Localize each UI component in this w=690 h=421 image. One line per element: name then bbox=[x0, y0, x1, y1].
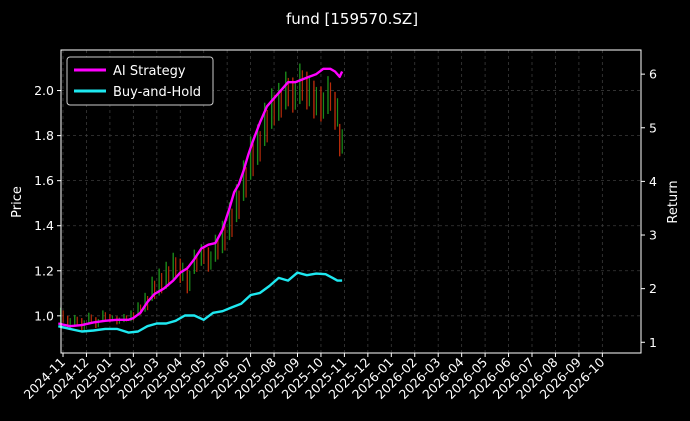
y-tick-label: 2.0 bbox=[34, 83, 54, 98]
chart-title: fund [159570.SZ] bbox=[286, 10, 418, 28]
y2-axis-label: Return bbox=[666, 180, 681, 223]
y-axis-right: 1 2 3 4 5 6 bbox=[641, 67, 657, 350]
y-tick-label: 1.8 bbox=[34, 128, 54, 143]
x-axis: 2024-112024-122025-012025-022025-032025-… bbox=[21, 353, 607, 402]
legend-label-ai-strategy: AI Strategy bbox=[113, 64, 186, 79]
y2-tick-label: 1 bbox=[649, 335, 657, 350]
y-axis-label: Price bbox=[10, 186, 25, 218]
y-axis-left: 1.0 1.2 1.4 1.6 1.8 2.0 bbox=[34, 83, 61, 323]
series-line-buy-and-hold bbox=[58, 271, 343, 334]
y2-tick-label: 3 bbox=[649, 228, 657, 243]
y2-tick-label: 4 bbox=[649, 174, 657, 189]
y-tick-label: 1.2 bbox=[34, 263, 54, 278]
series-lines bbox=[58, 67, 344, 334]
plot-frame bbox=[60, 49, 642, 354]
legend-label-buy-and-hold: Buy-and-Hold bbox=[113, 85, 201, 100]
y2-tick-label: 5 bbox=[649, 120, 657, 135]
candlesticks bbox=[59, 63, 343, 332]
y2-tick-label: 2 bbox=[649, 281, 657, 296]
series-line-ai-strategy bbox=[58, 67, 344, 328]
y-tick-label: 1.0 bbox=[34, 308, 54, 323]
y-tick-label: 1.4 bbox=[34, 218, 54, 233]
y2-tick-label: 6 bbox=[649, 67, 657, 82]
legend: AI Strategy Buy-and-Hold bbox=[66, 56, 214, 106]
y-tick-label: 1.6 bbox=[34, 173, 54, 188]
